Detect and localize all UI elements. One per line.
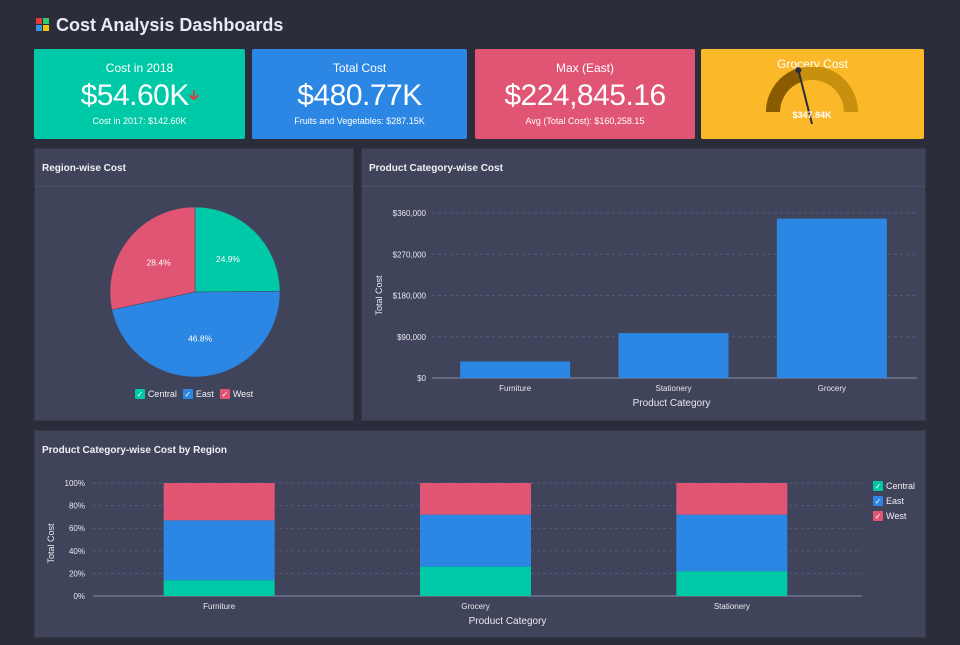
- legend-item-central[interactable]: ✓ Central: [873, 481, 916, 491]
- x-tick-label: Grocery: [461, 602, 489, 611]
- stacked-bar-chart: 0% 20% 40% 60% 80% 100% Furniture Grocery Statio…: [46, 479, 862, 627]
- bar-grocery: [776, 218, 887, 378]
- kpi-title: Max (East): [555, 61, 614, 75]
- y-tick-label: 0%: [73, 592, 85, 601]
- panel-title: Product Category-wise Cost by Region: [42, 445, 228, 456]
- y-tick-label: $90,000: [397, 333, 426, 342]
- stack-segment-central: [420, 566, 531, 596]
- x-axis-label: Product Category: [633, 398, 711, 409]
- kpi-title: Cost in 2018: [105, 61, 174, 75]
- y-tick-label: $180,000: [393, 292, 427, 301]
- stack-segment-east: [420, 514, 531, 567]
- checkbox-icon: ✓: [873, 481, 883, 491]
- kpi-title: Grocery Cost: [777, 57, 848, 71]
- stack-segment-west: [420, 483, 531, 515]
- x-tick-label: Stationery: [714, 602, 750, 611]
- dashboard-header: Cost Analysis Dashboards: [36, 12, 283, 38]
- checkbox-icon: ✓: [182, 389, 193, 399]
- pie-legend: ✓ Central ✓ East ✓ West: [35, 389, 353, 399]
- kpi-subtext: Cost in 2017: $142.60K: [92, 116, 187, 126]
- y-tick-label: 80%: [69, 502, 85, 511]
- stack-segment-central: [676, 571, 788, 596]
- y-tick-label: 100%: [65, 479, 85, 488]
- y-tick-label: 20%: [69, 569, 85, 578]
- kpi-subtext: Avg (Total Cost): $160,258.15: [525, 116, 645, 126]
- bar-furniture: [460, 361, 571, 378]
- page-title: Cost Analysis Dashboards: [56, 14, 284, 35]
- gauge-needle: [797, 69, 813, 125]
- stack-segment-west: [163, 483, 275, 521]
- stack-segment-central: [163, 580, 275, 596]
- panel-divider: [35, 186, 353, 187]
- legend-item-west[interactable]: ✓ West: [219, 389, 254, 399]
- x-tick-label: Stationery: [655, 384, 691, 393]
- region-wise-cost-panel: Region-wise Cost 24.9% 46.8% 28.4% ✓ Centra…: [34, 148, 354, 421]
- x-axis-label: Product Category: [469, 616, 547, 627]
- kpi-title: Total Cost: [332, 61, 387, 75]
- kpi-value: $480.77K: [297, 79, 422, 112]
- y-axis-label: Total Cost: [374, 275, 384, 316]
- pie-slice-label: 46.8%: [188, 333, 213, 343]
- gauge-value-label: $347.84K: [792, 110, 832, 120]
- checkbox-icon: ✓: [873, 511, 883, 521]
- legend-item-central[interactable]: ✓ Central: [134, 389, 177, 399]
- y-tick-label: $360,000: [393, 209, 427, 218]
- x-tick-label: Furniture: [203, 602, 236, 611]
- kpi-subtext: Fruits and Vegetables: $287.15K: [294, 116, 425, 126]
- kpi-card-total-cost[interactable]: Total Cost $480.77K Fruits and Vegetable…: [252, 49, 467, 139]
- panel-divider: [362, 186, 925, 187]
- kpi-card-cost-2018[interactable]: Cost in 2018 $54.60K🡳 Cost in 2017: $142…: [34, 49, 245, 139]
- category-by-region-panel: Product Category-wise Cost by Region 0% 2…: [34, 430, 926, 638]
- category-bar-chart: $0 $90,000 $180,000 $270,000 $360,000 Furnitu…: [374, 209, 917, 409]
- pie-slice-west: [109, 206, 196, 311]
- legend-item-east[interactable]: ✓ East: [873, 496, 905, 506]
- pie-slice-label: 28.4%: [147, 258, 172, 268]
- kpi-value: $224,845.16: [504, 79, 666, 112]
- arrow-down-icon: 🡳: [188, 87, 199, 104]
- checkbox-icon: ✓: [873, 496, 883, 506]
- kpi-card-grocery-cost[interactable]: Grocery Cost $347.84K: [701, 49, 924, 139]
- stack-segment-east: [163, 520, 275, 581]
- pie-slice-east: [111, 291, 281, 378]
- y-axis-label: Total Cost: [46, 523, 56, 564]
- legend-item-east[interactable]: ✓ East: [182, 389, 214, 399]
- kpi-card-max-east[interactable]: Max (East) $224,845.16 Avg (Total Cost):…: [475, 49, 695, 139]
- gauge-pivot: [795, 67, 802, 74]
- kpi-value: $54.60K🡳: [80, 79, 199, 112]
- x-tick-label: Furniture: [499, 384, 532, 393]
- stack-segment-east: [676, 514, 788, 572]
- dashboard-logo-icon: [36, 18, 50, 32]
- checkbox-icon: ✓: [134, 389, 145, 399]
- legend-item-west[interactable]: ✓ West: [873, 511, 907, 521]
- x-tick-label: Grocery: [818, 384, 846, 393]
- y-tick-label: 60%: [69, 524, 85, 533]
- panel-title: Region-wise Cost: [42, 163, 126, 174]
- y-tick-label: $0: [417, 374, 426, 383]
- category-wise-cost-panel: Product Category-wise Cost $0 $90,000 $180…: [361, 148, 926, 421]
- pie-slice-label: 24.9%: [216, 254, 241, 264]
- stack-segment-west: [676, 483, 788, 515]
- gauge-fill: [766, 68, 803, 112]
- y-tick-label: 40%: [69, 547, 85, 556]
- checkbox-icon: ✓: [219, 389, 230, 399]
- panel-title: Product Category-wise Cost: [369, 163, 503, 174]
- region-pie-chart: 24.9% 46.8% 28.4%: [109, 206, 281, 378]
- grocery-gauge: $347.84K: [766, 67, 858, 125]
- pie-slice-central: [194, 206, 281, 293]
- y-tick-label: $270,000: [393, 250, 427, 259]
- stacked-legend: ✓ Central ✓ East ✓ West: [873, 481, 915, 521]
- bar-stationery: [618, 333, 729, 378]
